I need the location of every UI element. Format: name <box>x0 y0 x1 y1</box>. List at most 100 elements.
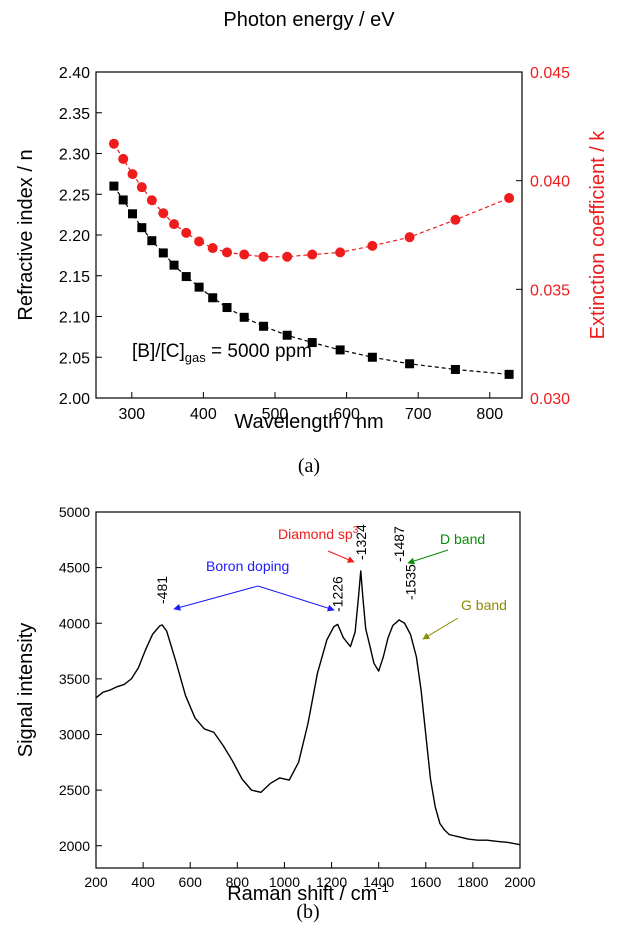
diamond-label-sup: 3 <box>353 525 359 536</box>
k-data-point <box>158 208 169 219</box>
chart-b-ylabel: Signal intensity <box>15 623 37 758</box>
n-data-point <box>109 181 119 191</box>
boron-arrow-right <box>257 585 335 612</box>
chart-a-bottom-tick-label: 500 <box>262 406 289 423</box>
chart-b: 2000 2500 3000 3500 4000 4500 5000 200 400 600 80… <box>15 504 536 923</box>
chart-b-peak-labels: -481 -1226 -1324 -1487 -1535 <box>154 524 418 612</box>
diamond-label-main: Diamond sp <box>278 526 353 542</box>
peak-label: -1226 <box>330 576 346 612</box>
chart-a-bottom-tick-label: 400 <box>190 406 217 423</box>
chart-a-left-tick-label: 2.00 <box>59 391 90 408</box>
k-data-point <box>404 232 415 243</box>
k-data-point <box>207 243 218 254</box>
d-band-arrow <box>407 549 449 565</box>
chart-a-left-tick-label: 2.25 <box>59 187 90 204</box>
n-data-point <box>259 321 269 331</box>
n-data-point <box>222 303 232 313</box>
g-band-label: G band <box>461 597 507 613</box>
chart-b-left-tick-label: 4000 <box>59 615 90 631</box>
peak-label: -1324 <box>353 524 369 560</box>
chart-a-top-axis-label: Photon energy / eV <box>223 9 395 31</box>
n-data-point <box>128 209 138 219</box>
chart-b-bottom-tick-label: 2000 <box>504 874 535 890</box>
k-data-point <box>450 214 461 225</box>
chart-b-bottom-tick-label: 600 <box>179 874 203 890</box>
chart-a-left-tick-label: 2.20 <box>59 228 90 245</box>
k-data-point <box>504 193 515 204</box>
chart-b-bottom-tick-label: 1800 <box>457 874 488 890</box>
k-series-line <box>113 143 510 258</box>
chart-a-series <box>108 138 515 379</box>
chart-a-xlabel: Wavelength / nm <box>234 411 383 433</box>
n-data-point <box>194 282 204 292</box>
n-data-point <box>137 223 147 233</box>
n-data-point <box>181 272 191 282</box>
chart-b-plot-area <box>95 511 521 869</box>
chart-b-left-tick-label: 3000 <box>59 727 90 743</box>
n-data-point <box>450 364 460 374</box>
diamond-label: Diamond sp3 <box>278 525 359 542</box>
chart-a: Photon energy / eV 0.240.320.400.480.560… <box>15 9 609 477</box>
chart-b-xlabel-sup: -1 <box>377 880 389 895</box>
n-data-point <box>335 345 345 355</box>
chart-a-right-ticks: 0.030 0.035 0.040 0.045 <box>516 65 570 408</box>
boron-doping-label: Boron doping <box>206 558 289 574</box>
chart-a-left-ticks: 2.00 2.05 2.10 2.15 2.20 2.25 2.30 2.35 2.40 <box>59 65 102 408</box>
chart-a-left-tick-label: 2.40 <box>59 65 90 82</box>
raman-spectrum-line <box>95 570 521 846</box>
diamond-arrow <box>327 550 355 563</box>
chart-a-bottom-tick-label: 700 <box>405 406 432 423</box>
k-data-point <box>335 247 346 258</box>
chart-a-right-tick-label: 0.035 <box>530 282 570 299</box>
chart-a-left-tick-label: 2.30 <box>59 147 90 164</box>
chart-a-left-tick-label: 2.05 <box>59 350 90 367</box>
chart-b-left-tick-label: 3500 <box>59 671 90 687</box>
n-data-point <box>367 352 377 362</box>
k-data-point <box>307 249 318 260</box>
chart-b-bottom-tick-label: 1400 <box>363 874 394 890</box>
peak-label: -1535 <box>402 564 418 600</box>
chart-b-bottom-tick-label: 1000 <box>269 874 300 890</box>
k-data-point <box>367 240 378 251</box>
n-data-point <box>147 236 157 246</box>
k-data-point <box>118 153 129 164</box>
chart-b-xlabel: Raman shift / cm-1 <box>227 880 389 905</box>
k-data-point <box>181 227 192 238</box>
chart-b-xlabel-main: Raman shift / cm <box>227 883 377 905</box>
chart-a-ylabel: Refractive index / n <box>15 149 37 320</box>
k-data-point <box>239 249 250 260</box>
chart-b-bottom-tick-label: 800 <box>226 874 250 890</box>
chart-a-bottom-tick-label: 800 <box>476 406 503 423</box>
chart-b-bottom-ticks: 200 400 600 800 1000 1200 1400 1600 1800 2000 <box>84 862 536 890</box>
chart-a-right-tick-label: 0.045 <box>530 65 570 82</box>
chart-a-bottom-ticks: 300 400 500 600 700 800 <box>118 392 503 423</box>
chart-b-left-tick-label: 2000 <box>59 838 90 854</box>
n-data-point <box>169 260 179 270</box>
n-data-point <box>405 359 415 369</box>
chart-a-caption: (a) <box>298 455 320 477</box>
n-data-point <box>158 248 168 258</box>
k-data-point <box>222 247 233 258</box>
d-band-label: D band <box>440 531 485 547</box>
k-data-point <box>108 138 119 149</box>
k-data-point <box>169 219 180 230</box>
chart-b-bottom-tick-label: 200 <box>84 874 108 890</box>
n-data-point <box>307 338 317 348</box>
chart-a-bottom-tick-label: 600 <box>333 406 360 423</box>
chart-b-left-tick-label: 2500 <box>59 782 90 798</box>
n-data-point <box>239 312 249 322</box>
chart-a-left-tick-label: 2.15 <box>59 269 90 286</box>
chart-a-annotation-suffix: = 5000 ppm <box>206 341 312 362</box>
chart-b-bottom-tick-label: 1600 <box>410 874 441 890</box>
chart-b-caption: (b) <box>296 901 319 923</box>
chart-b-left-tick-label: 5000 <box>59 504 90 520</box>
chart-a-left-tick-label: 2.10 <box>59 310 90 327</box>
chart-a-left-tick-label: 2.35 <box>59 106 90 123</box>
peak-label: -481 <box>154 576 170 604</box>
chart-a-y2label: Extinction coefficient / k <box>587 130 609 340</box>
chart-b-left-ticks: 2000 2500 3000 3500 4000 4500 5000 <box>59 504 102 854</box>
chart-a-bottom-tick-label: 300 <box>118 406 145 423</box>
chart-a-right-tick-label: 0.030 <box>530 391 570 408</box>
k-data-point <box>136 182 147 193</box>
